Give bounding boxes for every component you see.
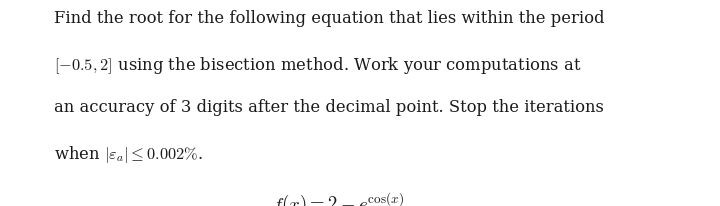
Text: Find the root for the following equation that lies within the period: Find the root for the following equation… [54,10,605,27]
Text: $[-0.5, 2]$ using the bisection method. Work your computations at: $[-0.5, 2]$ using the bisection method. … [54,55,582,75]
Text: when $|\varepsilon_a| \leq 0.002\%$.: when $|\varepsilon_a| \leq 0.002\%$. [54,143,203,164]
Text: $f(x) = 2 - e^{\cos(x)}$: $f(x) = 2 - e^{\cos(x)}$ [272,190,405,206]
Text: an accuracy of 3 digits after the decimal point. Stop the iterations: an accuracy of 3 digits after the decima… [54,99,604,116]
